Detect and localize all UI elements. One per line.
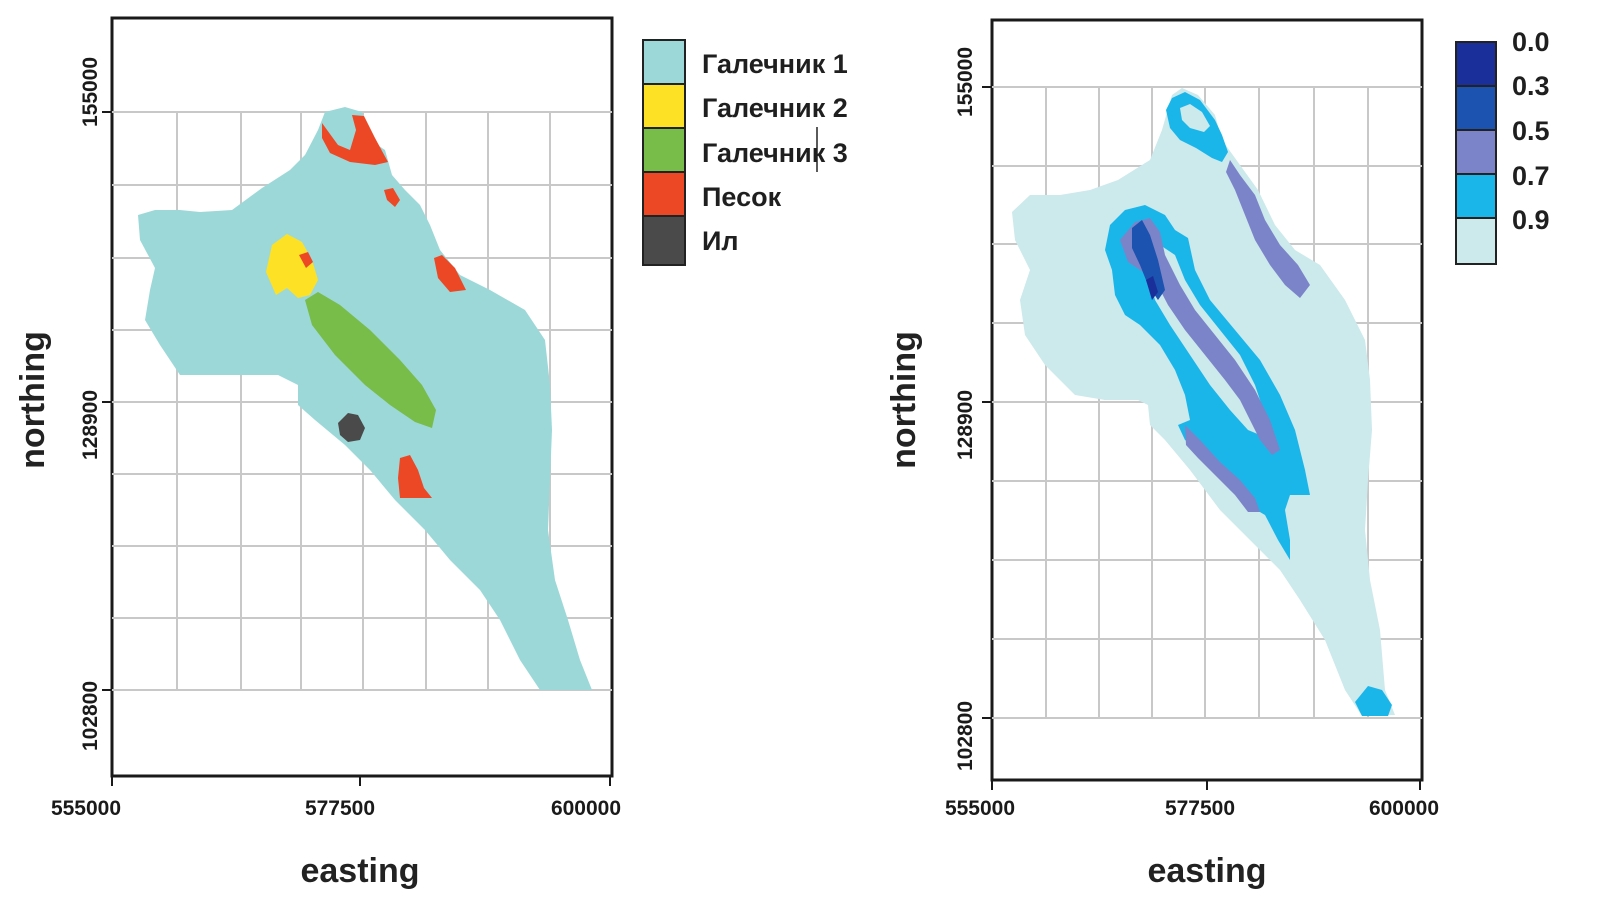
silt-zone [338,413,365,442]
legend-swatch-gravel-3 [642,127,686,173]
left-y-tick-label: 155000 [79,57,102,127]
legend-label: Галечник 1 [702,49,848,79]
left-x-axis-title: easting [300,852,419,890]
sand-zone-small-2 [299,252,313,268]
probability-zone-0.7 [1180,104,1210,132]
sand-zone-east [434,255,466,292]
left-y-ticks: 155000 128900 102800 [79,57,112,751]
scale-swatch-0.0 [1455,41,1497,87]
right-x-axis-title: easting [1147,852,1266,890]
right-x-tick-label: 555000 [945,797,1015,820]
legend-swatch-silt [642,215,686,266]
left-y-tick-label: 102800 [79,681,102,751]
scale-swatch-0.7 [1455,173,1497,219]
legend-label: Песок [702,182,782,212]
left-map-frame [110,16,614,778]
scale-label: 0.3 [1512,71,1550,101]
probability-color-scale: 0.0 0.3 0.5 0.7 0.9 [1455,27,1550,265]
probability-zone-0.3 [1132,220,1165,300]
scale-label: 0.7 [1512,161,1550,191]
left-x-ticks: 555000 577500 600000 [51,776,621,820]
right-y-tick-label: 128900 [954,390,977,460]
right-x-tick-label: 577500 [1165,797,1235,820]
sand-zone-north [322,115,388,165]
legend-swatch-gravel-1 [642,39,686,85]
scale-swatch-0.3 [1455,85,1497,131]
legend-swatch-gravel-2 [642,83,686,129]
lithology-legend: Галечник 1 Галечник 2 Галечник 3 Песок И… [642,39,848,266]
scale-label: 0.9 [1512,205,1550,235]
probability-zone-0.7 [1355,686,1392,716]
right-y-ticks: 155000 128900 102800 [954,47,992,771]
right-x-tick-label: 600000 [1369,797,1439,820]
sand-zone-small [384,188,400,207]
right-y-tick-label: 155000 [954,47,977,117]
right-map: 555000 577500 600000 155000 128900 10280… [885,18,1550,890]
left-map: 555000 577500 600000 155000 128900 10280… [14,16,848,890]
legend-label: Галечник 3 [702,138,848,168]
probability-zone-0.5 [1226,160,1310,298]
scale-swatch-0.5 [1455,129,1497,175]
legend-label: Галечник 2 [702,93,848,123]
gravel-1-zone [138,107,592,690]
left-y-axis-title: northing [14,331,52,469]
gravel-3-zone [305,292,436,428]
left-x-tick-label: 555000 [51,797,121,820]
gravel-2-zone [266,234,318,298]
right-x-ticks: 555000 577500 600000 [945,780,1439,820]
scale-label: 0.5 [1512,116,1550,146]
left-x-tick-label: 600000 [551,797,621,820]
legend-label: Ил [702,226,739,256]
left-y-tick-label: 128900 [79,390,102,460]
probability-zone-0.0 [1146,276,1158,300]
probability-zone-0.5 [1185,425,1260,512]
scale-swatch-0.9 [1455,217,1497,265]
scale-label: 0.0 [1512,27,1550,57]
legend-swatch-sand [642,171,686,217]
right-y-axis-title: northing [885,331,923,469]
sand-zone-south [398,455,432,498]
left-x-tick-label: 577500 [305,797,375,820]
right-y-tick-label: 102800 [954,701,977,771]
